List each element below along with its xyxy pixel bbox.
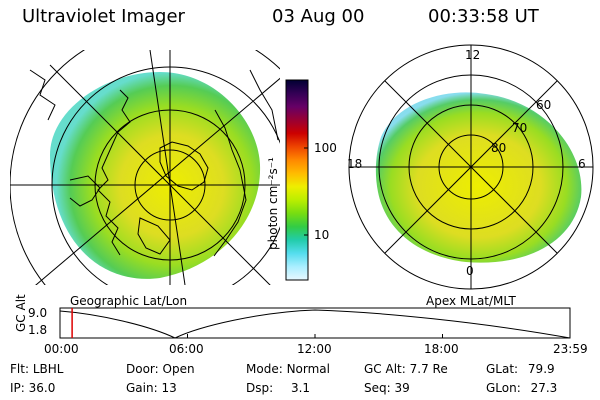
timeline-plot: [59, 307, 571, 339]
timeline-ytick-bottom: 1.8: [28, 323, 48, 337]
mlt-label-0: 0: [466, 264, 474, 278]
date-label: 03 Aug 00: [272, 6, 365, 27]
timeline-xtick-0: 00:00: [44, 342, 79, 356]
polar-plot: [348, 44, 594, 290]
timeline-xtick-4: 23:59: [553, 342, 588, 356]
timeline-xtick-2: 12:00: [297, 342, 332, 356]
mlt-label-12: 12: [465, 48, 481, 62]
left-caption: Geographic Lat/Lon: [70, 294, 188, 308]
auroral-glow: [50, 72, 261, 279]
filter-info: Flt: LBHL: [10, 362, 64, 376]
mlt-label-18: 18: [347, 157, 363, 171]
mlt-label-6: 6: [578, 157, 586, 171]
lat-label-80: 80: [491, 141, 507, 155]
lat-label-60: 60: [536, 98, 552, 112]
orbit-altitude-curve: [59, 309, 571, 339]
geographic-image: [10, 50, 280, 285]
timeline-xtick-1: 06:00: [169, 342, 204, 356]
mode-info: Mode: Normal: [246, 362, 330, 376]
ip-info: IP: 36.0: [10, 381, 56, 395]
gain-info: Gain: 13: [126, 381, 177, 395]
time-label: 00:33:58 UT: [428, 6, 539, 27]
instrument-title: Ultraviolet Imager: [22, 6, 185, 27]
colorbar-tick-10: 10: [314, 228, 330, 242]
colorbar-tick-100: 100: [314, 141, 337, 155]
auroral-oval: [375, 92, 582, 263]
gcalt-info: GC Alt: 7.7 Re: [364, 362, 448, 376]
door-info: Door: Open: [126, 362, 195, 376]
glat-info: GLat: 79.9: [486, 362, 555, 376]
timeline-axis-label: GC Alt: [14, 294, 28, 332]
colorbar: [285, 79, 309, 281]
timeline-ytick-top: 9.0: [28, 306, 48, 320]
lat-label-70: 70: [512, 121, 528, 135]
colorbar-unit-label: photon cm⁻²s⁻¹: [266, 157, 280, 250]
glon-info: GLon: 27.3: [486, 381, 558, 395]
dsp-info: Dsp: 3.1: [246, 381, 311, 395]
timeline-xtick-3: 18:00: [424, 342, 459, 356]
seq-info: Seq: 39: [364, 381, 410, 395]
right-caption: Apex MLat/MLT: [426, 294, 516, 308]
